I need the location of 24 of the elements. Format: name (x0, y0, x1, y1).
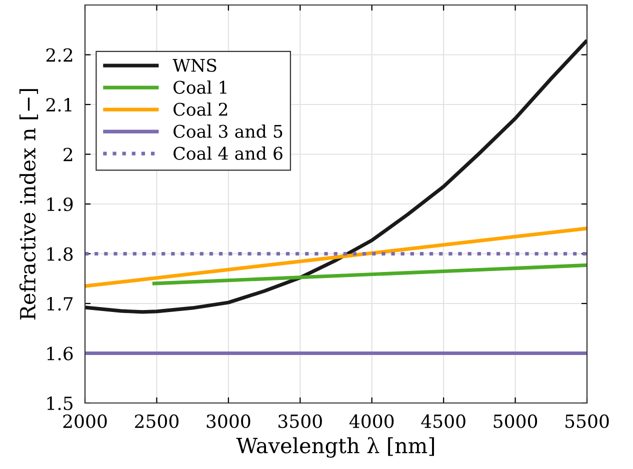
y-tick-label: 1.9 (47, 197, 73, 212)
legend-label: Coal 4 and 6 (174, 146, 282, 160)
x-tick-label: 2500 (134, 414, 178, 428)
x-tick-label: 4500 (421, 414, 466, 428)
y-tick-label: 2 (64, 148, 72, 162)
x-tick-label: 3500 (278, 414, 322, 428)
x-tick-label: 3000 (206, 414, 250, 428)
legend-label: Coal 3 and 5 (174, 124, 282, 138)
x-tick-label: 4000 (349, 414, 394, 428)
y-tick-label: 1.7 (47, 296, 73, 311)
y-tick-label: 1.5 (47, 396, 72, 410)
legend-label: Coal 2 (174, 102, 228, 116)
legend-label: WNS (172, 58, 216, 72)
x-tick-label: 2000 (63, 414, 107, 428)
x-axis-title: Wavelength λ [nm] (236, 437, 434, 458)
y-tick-label: 1.8 (47, 247, 73, 261)
y-tick-label: 2.2 (46, 48, 72, 62)
y-tick-label: 1.6 (47, 346, 73, 360)
y-axis-title: Refractive index n [−] (19, 89, 38, 320)
line-series (85, 38, 587, 314)
x-tick-label: 5500 (566, 414, 609, 428)
x-tick-label: 5000 (494, 414, 538, 428)
y-tick-label: 2.1 (46, 98, 72, 112)
legend-label: Coal 1 (174, 80, 226, 94)
